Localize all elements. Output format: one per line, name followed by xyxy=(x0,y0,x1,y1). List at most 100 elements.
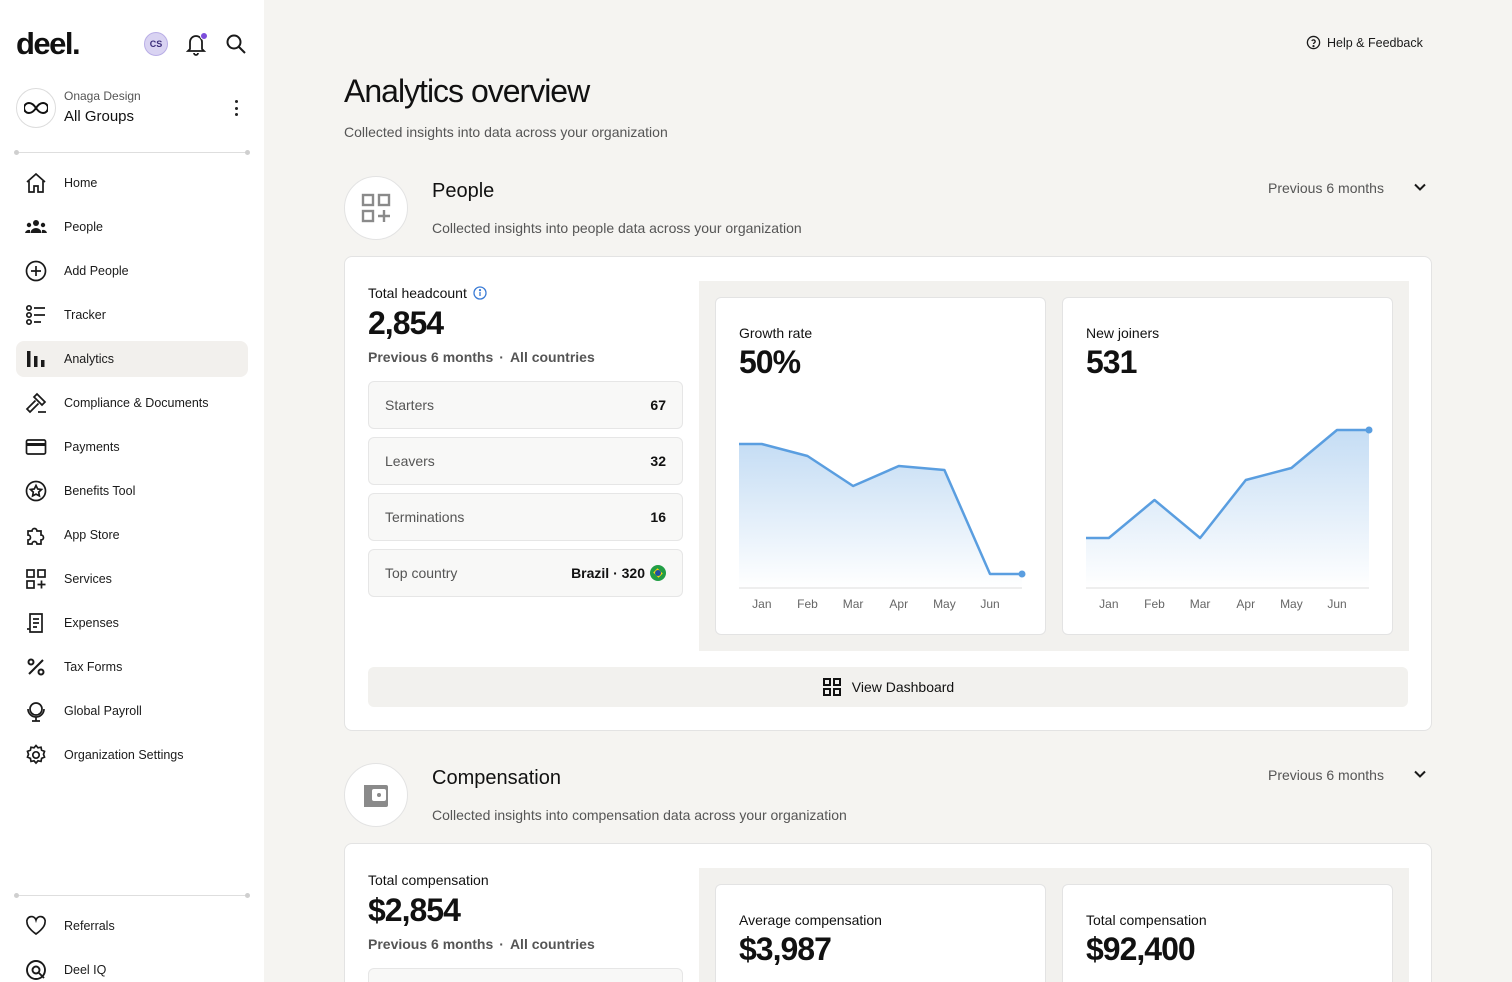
stat-row: Starters 67 xyxy=(368,381,683,429)
heart-icon xyxy=(25,915,47,936)
sidebar-item-org-settings[interactable]: Organization Settings xyxy=(16,737,248,773)
stat-value: 32 xyxy=(650,453,666,469)
x-tick-label: Jan xyxy=(752,597,771,611)
period-label: Previous 6 months xyxy=(1268,767,1384,783)
view-dashboard-button[interactable]: View Dashboard xyxy=(368,667,1408,707)
sidebar-divider xyxy=(14,150,250,155)
compensation-chart-panel: Average compensation $3,987 Total compen… xyxy=(699,868,1409,982)
sidebar-item-deel-iq[interactable]: Deel IQ xyxy=(16,952,248,982)
percent-icon xyxy=(27,658,45,676)
compensation-section-icon xyxy=(344,763,408,827)
x-tick-label: May xyxy=(933,597,956,611)
chart-area xyxy=(739,444,1022,588)
total-compensation-card-label: Total compensation xyxy=(1086,912,1207,928)
receipt-icon xyxy=(27,613,43,633)
sidebar-item-app-store[interactable]: App Store xyxy=(16,517,248,553)
sidebar-item-services[interactable]: Services xyxy=(16,561,248,597)
more-vertical-icon[interactable] xyxy=(226,97,246,119)
growth-rate-chart: Jan Feb Mar Apr May Jun xyxy=(739,442,1026,611)
org-logo xyxy=(16,88,56,128)
top-country-value: Brazil · 320 xyxy=(571,565,645,581)
x-tick-label: Feb xyxy=(1144,597,1165,611)
notification-badge xyxy=(200,32,208,40)
sidebar-item-label: Tax Forms xyxy=(64,660,123,674)
stat-row: Top country Brazil · 320 xyxy=(368,549,683,597)
x-tick-label: Feb xyxy=(797,597,818,611)
x-tick-label: Apr xyxy=(889,597,908,611)
sidebar-divider xyxy=(14,893,250,898)
deel-logo[interactable]: deel. xyxy=(16,26,81,61)
sidebar-item-global-payroll[interactable]: Global Payroll xyxy=(16,693,248,729)
sidebar-item-label: People xyxy=(64,220,103,234)
people-section-icon xyxy=(344,176,408,240)
compensation-card: Total compensation $2,854 Previous 6 mon… xyxy=(344,843,1432,982)
compensation-section-title: Compensation xyxy=(432,767,561,789)
stat-value: 16 xyxy=(650,509,666,525)
new-joiners-value: 531 xyxy=(1086,344,1137,380)
sidebar-item-people[interactable]: People xyxy=(16,209,248,245)
dashboard-grid-icon xyxy=(822,678,841,696)
chart-series-line xyxy=(1086,428,1369,540)
page-subtitle: Collected insights into data across your… xyxy=(344,124,668,140)
sidebar-item-label: Tracker xyxy=(64,308,106,322)
tracker-icon xyxy=(25,304,45,326)
people-period-select[interactable]: Previous 6 months xyxy=(1268,180,1426,196)
sidebar-item-compliance[interactable]: Compliance & Documents xyxy=(16,385,248,421)
meta-scope: All countries xyxy=(509,349,595,365)
sidebar-item-tax-forms[interactable]: Tax Forms xyxy=(16,649,248,685)
org-group: All Groups xyxy=(64,108,135,125)
compensation-period-select[interactable]: Previous 6 months xyxy=(1268,767,1426,783)
org-switcher[interactable]: Onaga Design All Groups xyxy=(16,86,248,130)
sidebar-item-label: Benefits Tool xyxy=(64,484,136,498)
sidebar-item-label: Payments xyxy=(64,440,120,454)
people-section-subtitle: Collected insights into people data acro… xyxy=(432,220,802,236)
x-tick-label: Jun xyxy=(1327,597,1346,611)
sidebar-item-analytics[interactable]: Analytics xyxy=(16,341,248,377)
bell-icon[interactable] xyxy=(184,31,208,57)
total-compensation-value: $2,854 xyxy=(368,892,461,928)
gavel-icon xyxy=(25,392,47,414)
chart-end-point xyxy=(1365,426,1373,434)
chevron-down-icon xyxy=(1414,770,1426,778)
sidebar-item-label: Add People xyxy=(64,264,129,278)
sidebar-item-label: Deel IQ xyxy=(64,963,107,977)
sidebar: deel. CS Onaga Design All Groups Home Pe… xyxy=(0,0,264,982)
star-badge-icon xyxy=(25,480,47,502)
people-icon xyxy=(25,220,47,233)
total-compensation-card-value: $92,400 xyxy=(1086,931,1196,967)
puzzle-icon xyxy=(27,527,45,545)
stat-label: Top country xyxy=(385,565,458,581)
stat-value: 67 xyxy=(650,397,666,413)
sidebar-item-tracker[interactable]: Tracker xyxy=(16,297,248,333)
sidebar-item-add-people[interactable]: Add People xyxy=(16,253,248,289)
sidebar-item-payments[interactable]: Payments xyxy=(16,429,248,465)
add-circle-icon xyxy=(25,260,47,282)
sidebar-item-label: Global Payroll xyxy=(64,704,142,718)
people-card: Total headcount 2,854 Previous 6 months ·… xyxy=(344,256,1432,731)
sidebar-item-home[interactable]: Home xyxy=(16,165,248,201)
sidebar-item-label: Services xyxy=(64,572,112,586)
total-compensation-label: Total compensation xyxy=(368,872,489,888)
average-compensation-label: Average compensation xyxy=(739,912,882,928)
page-title: Analytics overview xyxy=(344,73,590,109)
kpi-meta: Previous 6 months · All countries xyxy=(368,349,595,365)
info-icon[interactable] xyxy=(473,286,487,300)
sidebar-item-expenses[interactable]: Expenses xyxy=(16,605,248,641)
new-joiners-card: Jan Feb Mar Apr May Jun New joiners 531 xyxy=(1062,297,1393,635)
meta-separator: · xyxy=(499,349,504,365)
kpi-meta: Previous 6 months · All countries xyxy=(368,936,595,952)
x-tick-label: Mar xyxy=(1190,597,1211,611)
stat-row: Terminations 16 xyxy=(368,493,683,541)
people-chart-panel: Jan Feb Mar Apr May Jun Growth rate 50% Jan Fe… xyxy=(699,281,1409,651)
user-avatar[interactable]: CS xyxy=(144,32,168,56)
search-icon[interactable] xyxy=(224,32,248,56)
sidebar-item-label: Organization Settings xyxy=(64,748,184,762)
wallet-icon xyxy=(364,785,388,807)
sidebar-item-benefits[interactable]: Benefits Tool xyxy=(16,473,248,509)
help-feedback-link[interactable]: Help & Feedback xyxy=(1306,35,1423,50)
chart-series-line xyxy=(739,442,1022,576)
sidebar-item-referrals[interactable]: Referrals xyxy=(16,908,248,944)
sidebar-nav-bottom: Referrals Deel IQ xyxy=(16,908,248,982)
sidebar-item-label: App Store xyxy=(64,528,120,542)
sidebar-item-label: Compliance & Documents xyxy=(64,396,209,410)
